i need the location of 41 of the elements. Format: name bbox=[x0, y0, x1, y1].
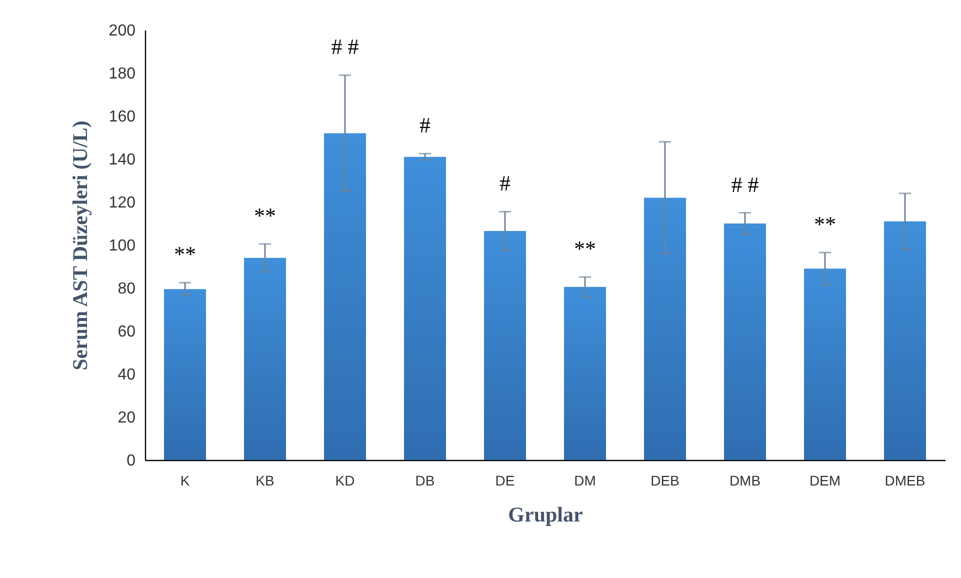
bar bbox=[644, 198, 686, 460]
bar bbox=[724, 224, 766, 460]
x-tick-label: DMB bbox=[729, 472, 761, 488]
x-tick-label: KB bbox=[256, 472, 274, 488]
y-tick-label: 120 bbox=[108, 194, 136, 212]
y-axis-title: Serum AST Düzeyleri (U/L) bbox=[68, 120, 92, 370]
x-tick-label: DB bbox=[415, 472, 435, 488]
x-tick-label: DMEB bbox=[884, 472, 926, 488]
annotation: ** bbox=[254, 202, 276, 228]
y-tick-label: 160 bbox=[108, 108, 136, 126]
annotation: ** bbox=[174, 242, 196, 267]
x-tick-label: DEB bbox=[650, 472, 680, 488]
annotation: # bbox=[420, 112, 430, 138]
x-tick-label: KD bbox=[335, 472, 355, 488]
bar bbox=[804, 268, 846, 460]
annotation: # # bbox=[331, 34, 359, 60]
bar bbox=[244, 258, 286, 460]
y-tick-label: 0 bbox=[126, 452, 136, 470]
y-tick-label: 100 bbox=[108, 238, 136, 254]
bar bbox=[164, 289, 206, 460]
y-tick-label: 80 bbox=[118, 280, 136, 298]
annotation: ** bbox=[814, 212, 836, 237]
bar bbox=[324, 133, 366, 460]
bar bbox=[884, 221, 926, 460]
y-tick-label: 200 bbox=[108, 22, 136, 40]
y-tick-label: 140 bbox=[108, 152, 136, 168]
x-axis-title: Gruplar bbox=[508, 502, 583, 526]
y-tick-label: 60 bbox=[118, 324, 136, 340]
annotation: ** bbox=[574, 236, 596, 262]
x-tick-label: K bbox=[180, 472, 190, 488]
bar bbox=[564, 286, 606, 460]
bar bbox=[484, 231, 526, 460]
bar bbox=[404, 156, 446, 460]
x-tick-label: DM bbox=[574, 472, 596, 488]
y-tick-label: 40 bbox=[118, 366, 136, 384]
x-tick-label: DE bbox=[495, 472, 515, 488]
y-tick-label: 20 bbox=[118, 410, 136, 426]
annotation: # # bbox=[731, 172, 759, 197]
y-tick-label: 180 bbox=[108, 66, 136, 82]
x-tick-label: DEM bbox=[809, 472, 841, 488]
annotation: # bbox=[500, 170, 510, 196]
